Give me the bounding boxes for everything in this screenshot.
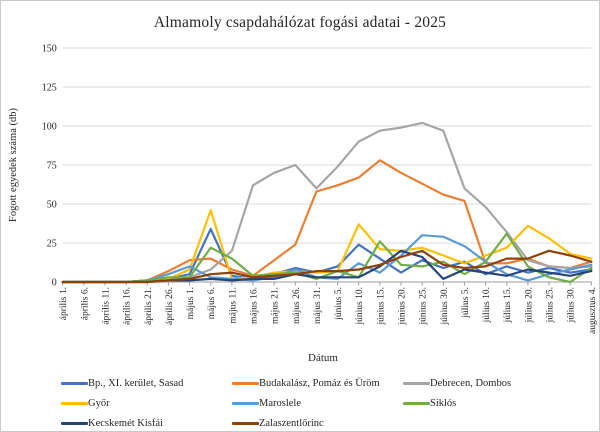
svg-text:július 25.: július 25. bbox=[546, 287, 556, 323]
svg-text:július 30.: július 30. bbox=[567, 287, 577, 323]
x-axis-tick-labels: április 1. április 6. április 11. április 1… bbox=[59, 287, 598, 334]
svg-text:75: 75 bbox=[47, 161, 57, 172]
svg-text:április 1.: április 1. bbox=[59, 287, 69, 320]
svg-text:május 1.: május 1. bbox=[186, 287, 196, 319]
gridlines bbox=[62, 47, 592, 244]
legend-swatch-line bbox=[232, 381, 259, 385]
series-lines bbox=[61, 121, 593, 284]
svg-text:július 15.: július 15. bbox=[503, 287, 513, 323]
legend-swatch-line bbox=[232, 421, 259, 425]
legend-swatch-line bbox=[403, 401, 430, 405]
svg-text:július 5.: július 5. bbox=[461, 287, 471, 319]
svg-text:100: 100 bbox=[42, 122, 57, 133]
svg-text:június 15.: június 15. bbox=[376, 287, 386, 325]
legend-item: Debrecen, Dombos bbox=[403, 376, 574, 390]
svg-text:június 5.: június 5. bbox=[334, 287, 344, 321]
legend-item: Győr bbox=[61, 396, 232, 410]
y-axis-title: Fogott egyedek száma (db) bbox=[8, 107, 19, 222]
legend-item: Zalaszentlőrinc bbox=[232, 416, 403, 430]
svg-text:május 11.: május 11. bbox=[228, 287, 238, 324]
legend-item: Siklós bbox=[403, 396, 574, 410]
legend-item: Kecskemét Kisfái bbox=[61, 416, 232, 430]
legend-swatch-line bbox=[61, 421, 88, 425]
svg-text:25: 25 bbox=[47, 239, 57, 250]
svg-text:április 21.: április 21. bbox=[144, 287, 154, 325]
legend-item: Maroslele bbox=[232, 396, 403, 410]
svg-text:125: 125 bbox=[42, 83, 57, 94]
legend-swatch-line bbox=[61, 381, 88, 385]
svg-text:május 26.: május 26. bbox=[292, 287, 302, 324]
svg-text:május 6.: május 6. bbox=[207, 287, 217, 319]
svg-text:50: 50 bbox=[47, 200, 57, 211]
chart-title: Almamoly csapdahálózat fogási adatai - 2… bbox=[153, 14, 447, 31]
legend-swatch-line bbox=[403, 381, 430, 385]
svg-text:július 10.: július 10. bbox=[482, 287, 492, 323]
x-axis-title: Dátum bbox=[308, 352, 338, 364]
svg-text:április 16.: április 16. bbox=[123, 287, 133, 325]
svg-text:0: 0 bbox=[52, 278, 57, 289]
svg-text:május 16.: május 16. bbox=[250, 287, 260, 324]
legend-item: Bp., XI. kerület, Sasad bbox=[61, 376, 232, 390]
chart-legend: Bp., XI. kerület, Sasad Budakalász, Pomá… bbox=[61, 376, 581, 430]
svg-text:június 25.: június 25. bbox=[419, 287, 429, 325]
legend-swatch-line bbox=[61, 401, 88, 405]
svg-text:április 6.: április 6. bbox=[80, 287, 90, 320]
svg-text:április 11.: április 11. bbox=[101, 287, 111, 325]
svg-text:június 10.: június 10. bbox=[355, 287, 365, 325]
legend-swatch-line bbox=[232, 401, 259, 405]
svg-text:június 20.: június 20. bbox=[398, 287, 408, 325]
y-axis-tick-labels: 0 25 50 75 100 125 150 bbox=[42, 44, 57, 289]
svg-text:június 30.: június 30. bbox=[440, 287, 450, 325]
svg-text:április 26.: április 26. bbox=[165, 287, 175, 325]
svg-text:augusztus 4.: augusztus 4. bbox=[588, 287, 598, 334]
svg-text:150: 150 bbox=[42, 44, 57, 55]
legend-item: Budakalász, Pomáz és Üröm bbox=[232, 376, 403, 390]
svg-text:május 21.: május 21. bbox=[271, 287, 281, 324]
svg-text:július 20.: július 20. bbox=[524, 287, 534, 323]
svg-text:május 31.: május 31. bbox=[313, 287, 323, 324]
